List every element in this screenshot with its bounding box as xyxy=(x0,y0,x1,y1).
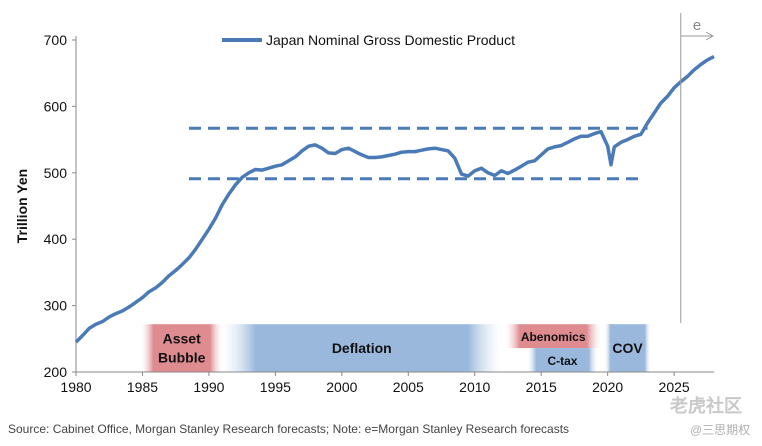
series-group xyxy=(74,55,715,344)
axes: 200 300 400 500 600 700 1980 1985 1990 1995 2000 20… xyxy=(14,32,714,395)
band-label: C-tax xyxy=(547,354,577,368)
reference-lines xyxy=(188,126,648,181)
x-tick-label: 1980 xyxy=(60,379,91,395)
band-label: Bubble xyxy=(158,350,206,366)
period-bands: Asset Bubble Deflation Abenomics C-tax COV xyxy=(141,324,651,372)
x-tick-label: 1985 xyxy=(127,379,158,395)
series-line-0 xyxy=(74,55,715,344)
x-tick-label: 2000 xyxy=(326,379,357,395)
y-tick-label: 600 xyxy=(44,98,68,114)
x-tick-label: 2015 xyxy=(526,379,557,395)
x-tick-label: 1990 xyxy=(193,379,224,395)
x-tick-label: 2010 xyxy=(459,379,490,395)
y-tick-label: 400 xyxy=(44,231,68,247)
y-tick-label: 300 xyxy=(44,298,68,314)
band-1 xyxy=(222,324,502,372)
x-tick-label: 2005 xyxy=(393,379,424,395)
forecast-label: e xyxy=(693,17,701,34)
band-label: Asset xyxy=(163,331,201,347)
band-3 xyxy=(527,348,598,372)
y-tick-label: 700 xyxy=(44,32,68,48)
band-label: Deflation xyxy=(332,340,392,356)
band-4 xyxy=(605,324,651,372)
band-2 xyxy=(505,324,602,349)
band-0 xyxy=(141,324,223,372)
watermark-sub: @三思期权 xyxy=(690,423,751,437)
band-label: Abenomics xyxy=(521,330,586,344)
x-tick-label: 2020 xyxy=(592,379,623,395)
legend: Japan Nominal Gross Domestic Product xyxy=(222,32,515,48)
forecast-arrowhead xyxy=(705,31,715,41)
watermark-main: 老虎社区 xyxy=(670,396,742,416)
source-note: Source: Cabinet Office, Morgan Stanley R… xyxy=(8,422,570,436)
forecast-marker: e xyxy=(680,13,715,323)
x-tick-label: 2025 xyxy=(659,379,690,395)
y-axis-label: Trillion Yen xyxy=(14,169,30,243)
band-label: COV xyxy=(612,340,643,356)
legend-label: Japan Nominal Gross Domestic Product xyxy=(266,32,515,48)
y-tick-label: 200 xyxy=(44,364,68,380)
y-tick-label: 500 xyxy=(44,165,68,181)
x-tick-label: 1995 xyxy=(260,379,291,395)
